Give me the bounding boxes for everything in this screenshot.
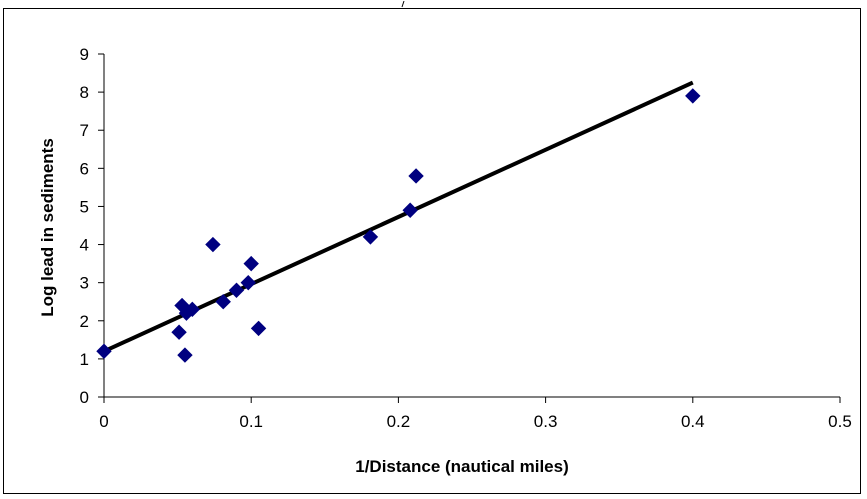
x-tick-label: 0.2 bbox=[387, 412, 411, 431]
x-tick-label: 0.1 bbox=[239, 412, 263, 431]
top-edge-fragment bbox=[0, 0, 867, 12]
y-tick-label: 5 bbox=[80, 197, 89, 216]
data-point bbox=[184, 301, 201, 318]
y-axis-ticks: 0 1 2 3 4 5 6 7 8 9 bbox=[80, 45, 104, 407]
data-point bbox=[228, 282, 245, 298]
data-point bbox=[215, 294, 231, 310]
y-axis-title: Log lead in sediments bbox=[38, 138, 57, 317]
trendline bbox=[103, 80, 694, 354]
data-point bbox=[243, 255, 259, 272]
data-point bbox=[685, 88, 701, 104]
y-tick-label: 8 bbox=[80, 83, 89, 102]
x-tick-label: 0 bbox=[99, 412, 108, 431]
x-axis-ticks: 0 0.1 0.2 0.3 0.4 0.5 bbox=[99, 397, 852, 431]
y-tick-label: 1 bbox=[80, 350, 89, 369]
data-point bbox=[408, 168, 424, 184]
x-tick-label: 0.3 bbox=[534, 412, 558, 431]
y-tick-label: 9 bbox=[80, 45, 89, 64]
x-tick-label: 0.4 bbox=[681, 412, 705, 431]
y-tick-label: 0 bbox=[80, 388, 89, 407]
y-tick-label: 3 bbox=[80, 274, 89, 293]
data-points bbox=[96, 88, 701, 363]
data-point bbox=[362, 229, 379, 245]
data-point bbox=[402, 202, 418, 218]
data-point bbox=[96, 343, 112, 359]
x-tick-label: 0.5 bbox=[828, 412, 852, 431]
x-axis-title: 1/Distance (nautical miles) bbox=[355, 457, 569, 476]
data-point bbox=[171, 324, 187, 340]
data-point bbox=[250, 320, 267, 337]
y-tick-label: 7 bbox=[80, 121, 89, 140]
data-point bbox=[177, 347, 193, 363]
y-tick-label: 6 bbox=[80, 159, 89, 178]
y-tick-label: 2 bbox=[80, 312, 89, 331]
chart-frame bbox=[3, 8, 861, 494]
data-point bbox=[240, 274, 256, 291]
axes: 0 0.1 0.2 0.3 0.4 0.5 0 1 2 3 4 5 6 7 8 9 bbox=[80, 45, 852, 431]
y-tick-label: 4 bbox=[80, 236, 89, 255]
data-point bbox=[205, 236, 221, 253]
